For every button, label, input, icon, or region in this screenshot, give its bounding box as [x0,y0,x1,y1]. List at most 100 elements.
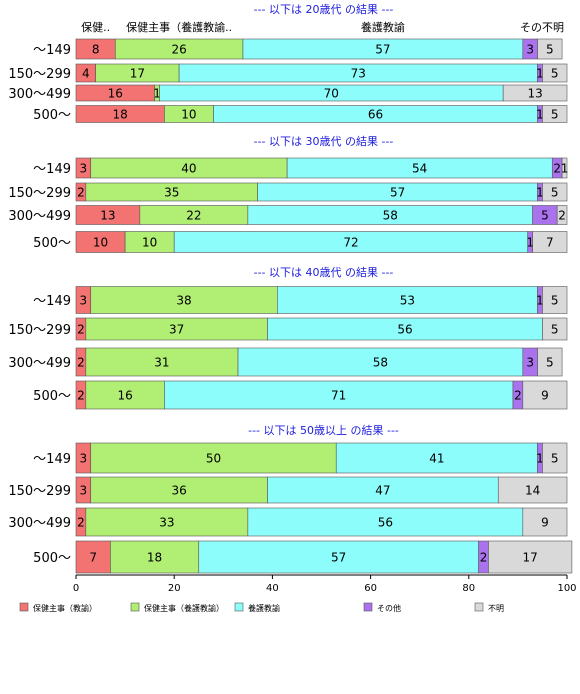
data-label: 41 [429,452,444,466]
bar-segment [542,317,568,341]
data-label: 2 [77,323,85,337]
data-label: 26 [171,43,186,57]
data-label: 10 [142,236,157,250]
row-label: 150～299 [8,484,71,499]
data-label: 13 [100,209,115,223]
data-label: 2 [77,389,85,403]
data-label: 33 [159,516,174,530]
data-label: 14 [525,484,540,498]
data-label: 1 [536,186,544,200]
data-label: 36 [171,484,186,498]
row-label: ～149 [33,43,71,58]
bar-segment [542,182,568,202]
x-tick-label: 20 [168,583,181,594]
data-label: 3 [526,356,534,370]
data-label: 1 [536,67,544,81]
data-label: 3 [80,162,88,176]
group-title: --- 以下は 30歳代 の結果 --- [254,134,394,148]
data-label: 17 [130,67,145,81]
legend-swatch [363,602,373,612]
data-label: 73 [351,67,366,81]
column-header: その不明 [520,21,564,34]
legend-label: 保健主事（養護教諭） [144,603,224,613]
data-label: 70 [324,87,339,101]
data-label: 5 [551,67,559,81]
data-label: 16 [108,87,123,101]
data-label: 1 [536,452,544,466]
bar-segment [537,347,563,377]
legend-swatch [234,602,244,612]
x-tick-label: 80 [462,583,475,594]
row-label: ～149 [33,294,71,309]
bar-segment [522,380,568,410]
bar-segment [267,476,499,504]
row-label: ～149 [33,162,71,177]
bar-segment [75,540,111,574]
data-label: 58 [383,209,398,223]
bar-segment [561,157,568,179]
data-label: 37 [169,323,184,337]
data-label: 7 [89,551,97,565]
row-label: 500～ [33,108,71,123]
bar-segment [90,476,268,504]
data-label: 18 [113,108,128,122]
data-label: 57 [375,43,390,57]
data-label: 10 [93,236,108,250]
bar-segment [488,540,573,574]
data-label: 5 [551,186,559,200]
data-label: 2 [77,356,85,370]
data-label: 53 [400,294,415,308]
data-label: 57 [390,186,405,200]
bar-segment [542,286,568,314]
bar-segment [277,286,538,314]
data-label: 2 [553,162,561,176]
data-label: 5 [546,43,554,57]
row-label: 150～299 [8,67,71,82]
row-label: ～149 [33,452,71,467]
data-label: 1 [153,87,161,101]
data-label: 5 [551,452,559,466]
data-label: 56 [397,323,412,337]
bar-segment [237,347,524,377]
column-header: 保健.. [81,20,110,34]
data-label: 5 [551,323,559,337]
data-label: 40 [181,162,196,176]
data-label: 5 [551,294,559,308]
data-label: 3 [80,484,88,498]
legend-label: その他 [377,603,401,613]
legend-swatch [19,602,29,612]
data-label: 10 [181,108,196,122]
bar-segment [85,507,249,537]
data-label: 66 [368,108,383,122]
legend-label: 養護教諭 [248,603,280,613]
legend-label: 保健主事（教諭） [33,603,97,613]
data-label: 1 [536,294,544,308]
x-tick-label: 100 [557,583,576,594]
column-header: 養護教諭 [361,20,405,34]
data-label: 54 [412,162,427,176]
bar-segment [532,231,568,253]
data-label: 5 [546,356,554,370]
row-label: 500～ [33,236,71,251]
row-label: 500～ [33,389,71,404]
data-label: 4 [82,67,90,81]
legend-label: 不明 [488,604,504,613]
bar-segment [335,442,538,474]
row-label: 300～499 [8,356,71,371]
bar-segment [537,38,563,60]
data-label: 8 [92,43,100,57]
bar-segment [497,476,568,504]
data-label: 58 [373,356,388,370]
data-label: 2 [77,186,85,200]
data-label: 13 [527,87,542,101]
row-label: 300～499 [8,209,71,224]
bar-segment [542,442,568,474]
bar-segment [198,540,479,574]
data-label: 1 [526,236,534,250]
bar-segment [164,380,514,410]
legend-swatch [474,602,484,612]
data-label: 47 [375,484,390,498]
data-label: 1 [536,108,544,122]
x-tick-label: 0 [73,583,79,594]
